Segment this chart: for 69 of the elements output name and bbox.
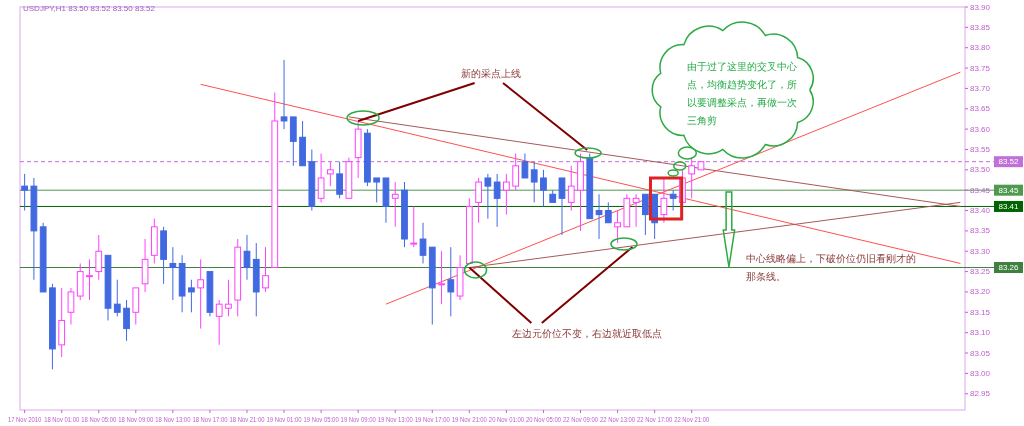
candlestick bbox=[493, 173, 501, 228]
candlestick bbox=[632, 193, 640, 228]
candlestick bbox=[540, 169, 547, 207]
candlestick bbox=[169, 246, 177, 301]
y-tick-label: 83.00 bbox=[970, 368, 991, 378]
candlestick bbox=[475, 177, 482, 224]
annotation: 新的采点上线 bbox=[460, 68, 521, 79]
candlestick bbox=[113, 279, 121, 317]
candlestick bbox=[197, 258, 205, 330]
candlestick bbox=[215, 299, 223, 346]
y-tick-label: 83.80 bbox=[970, 43, 991, 53]
candlestick bbox=[21, 173, 28, 212]
candlestick bbox=[280, 59, 288, 130]
chart-title: USDJPY,H1 83.50 83.52 83.50 83.52 bbox=[23, 4, 156, 13]
candlestick bbox=[669, 189, 677, 212]
candlestick bbox=[419, 222, 427, 264]
y-tick-label: 83.20 bbox=[970, 287, 991, 297]
y-tick-label: 82.95 bbox=[970, 389, 991, 399]
candlestick bbox=[503, 173, 510, 216]
y-tick-label: 83.60 bbox=[970, 124, 991, 134]
candlestick bbox=[604, 201, 612, 224]
candlestick bbox=[484, 173, 492, 220]
candlestick bbox=[317, 153, 325, 203]
y-tick-label: 83.65 bbox=[970, 104, 991, 114]
candlestick bbox=[530, 161, 538, 203]
y-tick-label: 83.75 bbox=[970, 63, 991, 73]
candlestick bbox=[243, 234, 251, 281]
annotation: 中心线略偏上，下破价位仍旧看刚才的那条线。 bbox=[745, 253, 916, 282]
ref-line-label: 83.45 bbox=[998, 185, 1020, 195]
candlestick bbox=[558, 177, 566, 236]
candlestick bbox=[262, 246, 269, 293]
y-tick-label: 83.30 bbox=[970, 246, 991, 256]
candlestick bbox=[123, 299, 130, 342]
candlestick bbox=[567, 165, 575, 212]
candlestick bbox=[327, 161, 334, 187]
candlestick bbox=[67, 287, 75, 326]
y-tick-label: 83.85 bbox=[970, 22, 991, 32]
ref-line-label: 83.52 bbox=[998, 157, 1020, 167]
candlestick bbox=[86, 258, 93, 301]
candlestick bbox=[438, 250, 445, 305]
candlestick bbox=[336, 161, 343, 199]
candlestick bbox=[660, 177, 668, 224]
candlestick bbox=[595, 193, 603, 240]
candlestick bbox=[614, 210, 621, 244]
candlestick bbox=[95, 234, 103, 281]
annotation: 左边元价位不变，右边就近取低点 bbox=[512, 328, 663, 339]
y-tick-label: 83.55 bbox=[970, 144, 991, 154]
candlestick bbox=[521, 153, 529, 179]
y-tick-label: 83.90 bbox=[970, 2, 991, 12]
candlestick bbox=[447, 246, 455, 317]
candlestick bbox=[373, 177, 381, 203]
candlestick bbox=[642, 193, 649, 236]
y-tick-label: 83.70 bbox=[970, 83, 991, 93]
y-tick-label: 83.05 bbox=[970, 348, 991, 358]
candlestick bbox=[512, 153, 520, 191]
y-tick-label: 83.40 bbox=[970, 206, 991, 216]
ref-line-label: 83.41 bbox=[998, 201, 1020, 211]
candlestick bbox=[225, 279, 232, 317]
y-tick-label: 83.25 bbox=[970, 267, 991, 277]
ref-line-label: 83.26 bbox=[998, 263, 1020, 273]
annotation: 由于过了这里的交叉中心点，均衡趋势变化了，所以要调整采点，再做一次三角剪 bbox=[687, 61, 798, 126]
candlestick bbox=[188, 279, 195, 313]
y-tick-label: 83.10 bbox=[970, 328, 991, 338]
y-tick-label: 83.50 bbox=[970, 165, 991, 175]
y-tick-label: 83.15 bbox=[970, 307, 991, 317]
y-tick-label: 83.35 bbox=[970, 226, 991, 236]
candlestick bbox=[688, 157, 696, 199]
candlestick bbox=[410, 205, 418, 248]
candlestick bbox=[391, 181, 399, 228]
